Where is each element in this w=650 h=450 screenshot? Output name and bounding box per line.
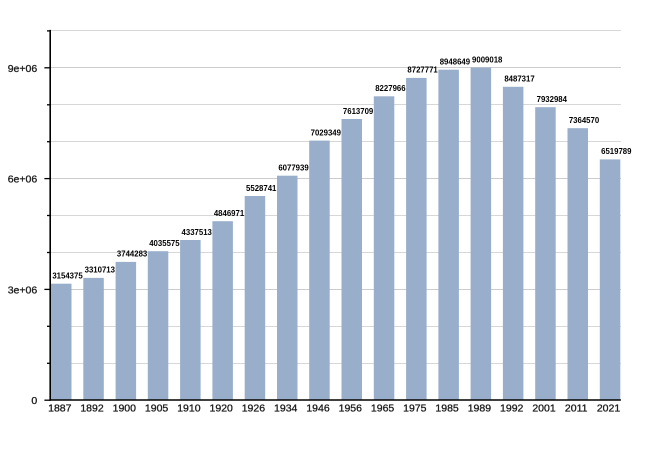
svg-text:2011: 2011: [565, 403, 588, 415]
svg-text:1934: 1934: [274, 403, 298, 415]
svg-text:4846971: 4846971: [214, 209, 245, 218]
svg-text:8487317: 8487317: [504, 75, 534, 84]
svg-text:6e+06: 6e+06: [8, 174, 38, 186]
svg-text:3310713: 3310713: [85, 266, 116, 275]
svg-text:1956: 1956: [339, 403, 363, 415]
svg-text:1926: 1926: [242, 403, 266, 415]
svg-text:1920: 1920: [210, 403, 234, 415]
svg-text:1900: 1900: [113, 403, 137, 415]
svg-text:8227966: 8227966: [375, 84, 406, 93]
svg-text:2021: 2021: [597, 403, 621, 415]
svg-text:3154375: 3154375: [52, 272, 83, 281]
svg-text:7364570: 7364570: [569, 116, 600, 125]
svg-text:7613709: 7613709: [343, 107, 374, 116]
svg-text:1905: 1905: [145, 403, 169, 415]
svg-text:1992: 1992: [500, 403, 524, 415]
svg-text:3744283: 3744283: [117, 250, 148, 259]
svg-text:1910: 1910: [177, 403, 201, 415]
svg-text:1985: 1985: [435, 403, 459, 415]
svg-text:5528741: 5528741: [246, 184, 277, 193]
svg-text:7932984: 7932984: [537, 95, 568, 104]
svg-text:9009018: 9009018: [472, 55, 503, 64]
svg-text:4035575: 4035575: [149, 239, 180, 248]
svg-text:9e+06: 9e+06: [8, 63, 38, 75]
svg-text:1892: 1892: [80, 403, 104, 415]
svg-text:1946: 1946: [306, 403, 330, 415]
svg-text:6077939: 6077939: [278, 164, 309, 173]
svg-text:3e+06: 3e+06: [8, 284, 38, 296]
svg-text:7029349: 7029349: [311, 128, 342, 137]
svg-text:1975: 1975: [403, 403, 427, 415]
svg-text:2001: 2001: [532, 403, 556, 415]
svg-text:1989: 1989: [468, 403, 492, 415]
svg-text:1887: 1887: [48, 403, 72, 415]
svg-text:0: 0: [31, 395, 37, 407]
svg-text:6519789: 6519789: [601, 147, 632, 156]
svg-text:1965: 1965: [371, 403, 395, 415]
svg-text:4337513: 4337513: [182, 228, 213, 237]
svg-text:8727771: 8727771: [407, 66, 438, 75]
svg-text:8948649: 8948649: [440, 58, 471, 67]
